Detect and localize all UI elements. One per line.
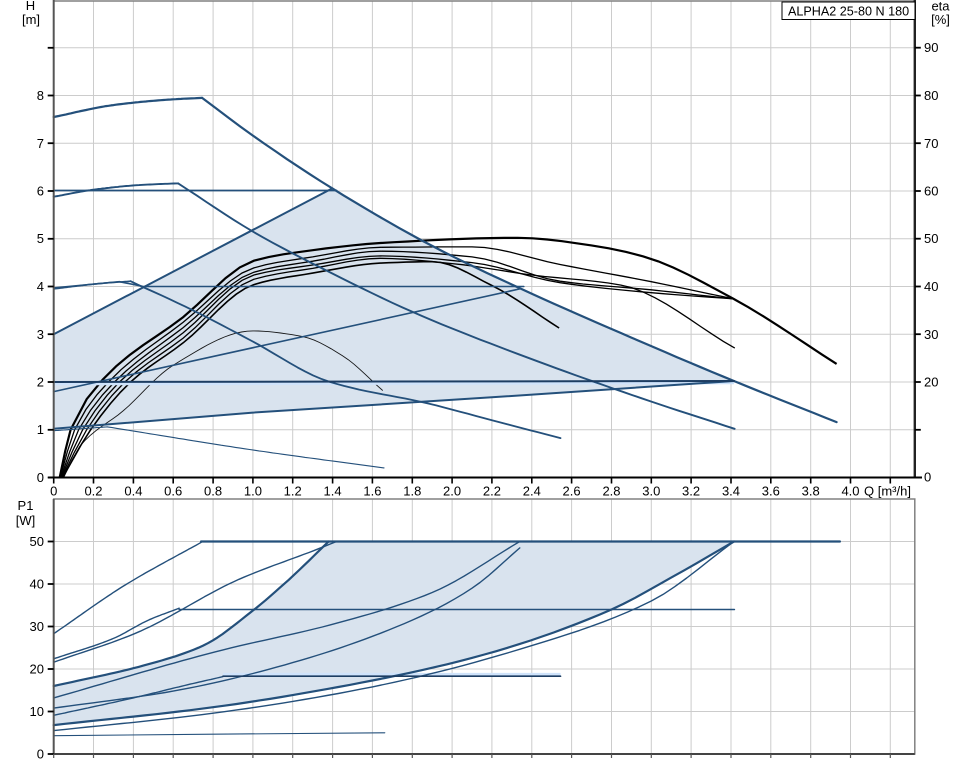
svg-text:0.8: 0.8 bbox=[204, 484, 222, 499]
svg-text:2.2: 2.2 bbox=[483, 484, 501, 499]
svg-text:40: 40 bbox=[30, 577, 44, 592]
svg-text:90: 90 bbox=[924, 40, 938, 55]
svg-text:3.4: 3.4 bbox=[722, 484, 740, 499]
svg-text:0.6: 0.6 bbox=[164, 484, 182, 499]
svg-text:3.8: 3.8 bbox=[802, 484, 820, 499]
svg-text:5: 5 bbox=[37, 231, 44, 246]
svg-text:0.2: 0.2 bbox=[84, 484, 102, 499]
svg-text:1.0: 1.0 bbox=[244, 484, 262, 499]
svg-text:0: 0 bbox=[37, 747, 44, 762]
svg-text:40: 40 bbox=[924, 279, 938, 294]
svg-text:80: 80 bbox=[924, 88, 938, 103]
svg-text:1.8: 1.8 bbox=[403, 484, 421, 499]
svg-text:1.4: 1.4 bbox=[324, 484, 342, 499]
svg-text:2.6: 2.6 bbox=[563, 484, 581, 499]
svg-text:2.8: 2.8 bbox=[602, 484, 620, 499]
svg-text:50: 50 bbox=[30, 534, 44, 549]
svg-text:60: 60 bbox=[924, 184, 938, 199]
svg-text:[W]: [W] bbox=[16, 513, 36, 528]
svg-text:30: 30 bbox=[30, 619, 44, 634]
svg-text:0: 0 bbox=[37, 470, 44, 485]
svg-text:3.2: 3.2 bbox=[682, 484, 700, 499]
svg-text:H: H bbox=[26, 0, 35, 13]
svg-text:70: 70 bbox=[924, 136, 938, 151]
svg-text:[%]: [%] bbox=[931, 12, 950, 27]
svg-text:8: 8 bbox=[37, 88, 44, 103]
svg-text:20: 20 bbox=[924, 375, 938, 390]
svg-text:2: 2 bbox=[37, 375, 44, 390]
svg-text:1: 1 bbox=[37, 422, 44, 437]
svg-text:eta: eta bbox=[931, 0, 950, 14]
svg-text:50: 50 bbox=[924, 231, 938, 246]
svg-text:3.0: 3.0 bbox=[642, 484, 660, 499]
svg-text:0.4: 0.4 bbox=[124, 484, 142, 499]
svg-text:0: 0 bbox=[50, 484, 57, 499]
svg-text:[m]: [m] bbox=[22, 12, 40, 27]
svg-text:0: 0 bbox=[924, 470, 931, 485]
svg-text:30: 30 bbox=[924, 327, 938, 342]
svg-text:4.0: 4.0 bbox=[841, 484, 859, 499]
svg-text:3: 3 bbox=[37, 327, 44, 342]
svg-text:10: 10 bbox=[30, 704, 44, 719]
svg-text:6: 6 bbox=[37, 184, 44, 199]
svg-text:1.2: 1.2 bbox=[284, 484, 302, 499]
svg-text:P1: P1 bbox=[18, 498, 34, 513]
svg-text:2.0: 2.0 bbox=[443, 484, 461, 499]
svg-text:Q [m³/h]: Q [m³/h] bbox=[864, 484, 911, 499]
svg-text:ALPHA2 25-80 N 180: ALPHA2 25-80 N 180 bbox=[788, 5, 909, 19]
svg-text:7: 7 bbox=[37, 136, 44, 151]
svg-text:4: 4 bbox=[37, 279, 44, 294]
svg-text:20: 20 bbox=[30, 662, 44, 677]
svg-text:3.6: 3.6 bbox=[762, 484, 780, 499]
svg-text:2.4: 2.4 bbox=[523, 484, 541, 499]
svg-text:1.6: 1.6 bbox=[363, 484, 381, 499]
